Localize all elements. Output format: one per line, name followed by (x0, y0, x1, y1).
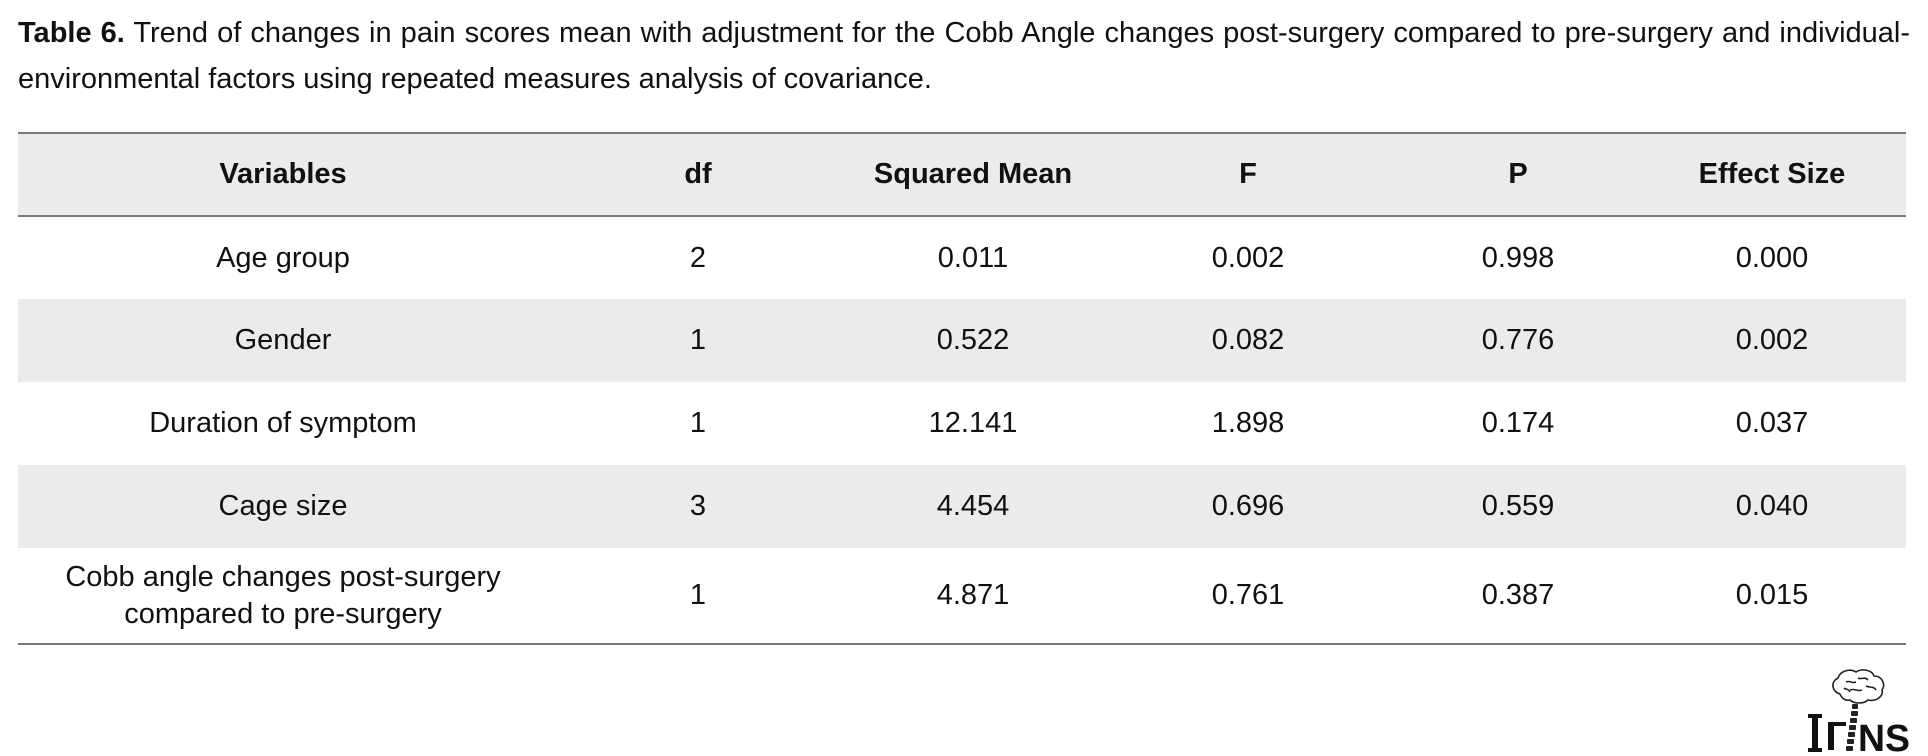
cell-variable: Cobb angle changes post-surgery compared… (18, 548, 548, 645)
table-row: Gender 1 0.522 0.082 0.776 0.002 (18, 299, 1906, 382)
cell-effect-size: 0.037 (1735, 407, 1809, 439)
cell-df: 3 (689, 490, 707, 522)
cell-squared-mean: 0.011 (937, 241, 1009, 274)
cell-squared-mean: 4.871 (848, 548, 1098, 645)
brain-spine-logo-icon: NS (1808, 669, 1910, 752)
cell-effect-size: 0.040 (1735, 490, 1809, 522)
cell-effect-size: 0.015 (1638, 548, 1906, 645)
cell-p: 0.559 (1481, 490, 1555, 522)
svg-text:NS: NS (1858, 718, 1910, 752)
cell-effect-size: 0.000 (1735, 241, 1809, 274)
header-f: F (1098, 132, 1398, 217)
header-variables: Variables (18, 132, 548, 217)
table-row: Duration of symptom 1 12.141 1.898 0.174… (18, 382, 1906, 465)
cell-variable: Cage size (218, 490, 348, 522)
cell-variable: Duration of symptom (149, 407, 417, 439)
header-squared-mean: Squared Mean (848, 132, 1098, 217)
cell-squared-mean: 0.522 (936, 324, 1010, 356)
cell-f: 0.082 (1211, 324, 1285, 356)
cell-p: 0.776 (1481, 324, 1555, 356)
table-caption-label: Table 6. (18, 17, 125, 49)
cell-df: 1 (689, 324, 707, 356)
cell-effect-size: 0.002 (1735, 324, 1809, 356)
cell-f: 1.898 (1211, 407, 1285, 439)
cell-f: 0.696 (1211, 490, 1285, 522)
cell-f: 0.761 (1098, 548, 1398, 645)
table-row: Cobb angle changes post-surgery compared… (18, 548, 1906, 645)
cell-p: 0.387 (1398, 548, 1638, 645)
cell-p: 0.174 (1481, 407, 1555, 439)
cell-f: 0.002 (1211, 241, 1285, 274)
table-row: Age group 2 0.011 0.002 0.998 0.000 (18, 216, 1906, 299)
cell-p: 0.998 (1481, 241, 1555, 274)
cell-squared-mean: 12.141 (928, 407, 1018, 439)
cell-squared-mean: 4.454 (936, 490, 1010, 522)
table-header-row: Variables df Squared Mean F P Effect Siz… (18, 132, 1906, 217)
header-effect-size: Effect Size (1638, 132, 1906, 217)
header-df: df (548, 132, 848, 217)
table-caption: Table 6. Trend of changes in pain scores… (18, 10, 1910, 102)
header-p: P (1398, 132, 1638, 217)
cell-df: 1 (548, 548, 848, 645)
table-caption-text: Trend of changes in pain scores mean wit… (18, 17, 1910, 95)
cell-variable: Gender (234, 324, 332, 356)
table-row: Cage size 3 4.454 0.696 0.559 0.040 (18, 465, 1906, 548)
anova-table: Variables df Squared Mean F P Effect Siz… (18, 132, 1906, 645)
cell-df: 2 (689, 241, 707, 274)
cell-df: 1 (689, 407, 707, 439)
cell-variable: Age group (216, 241, 350, 274)
